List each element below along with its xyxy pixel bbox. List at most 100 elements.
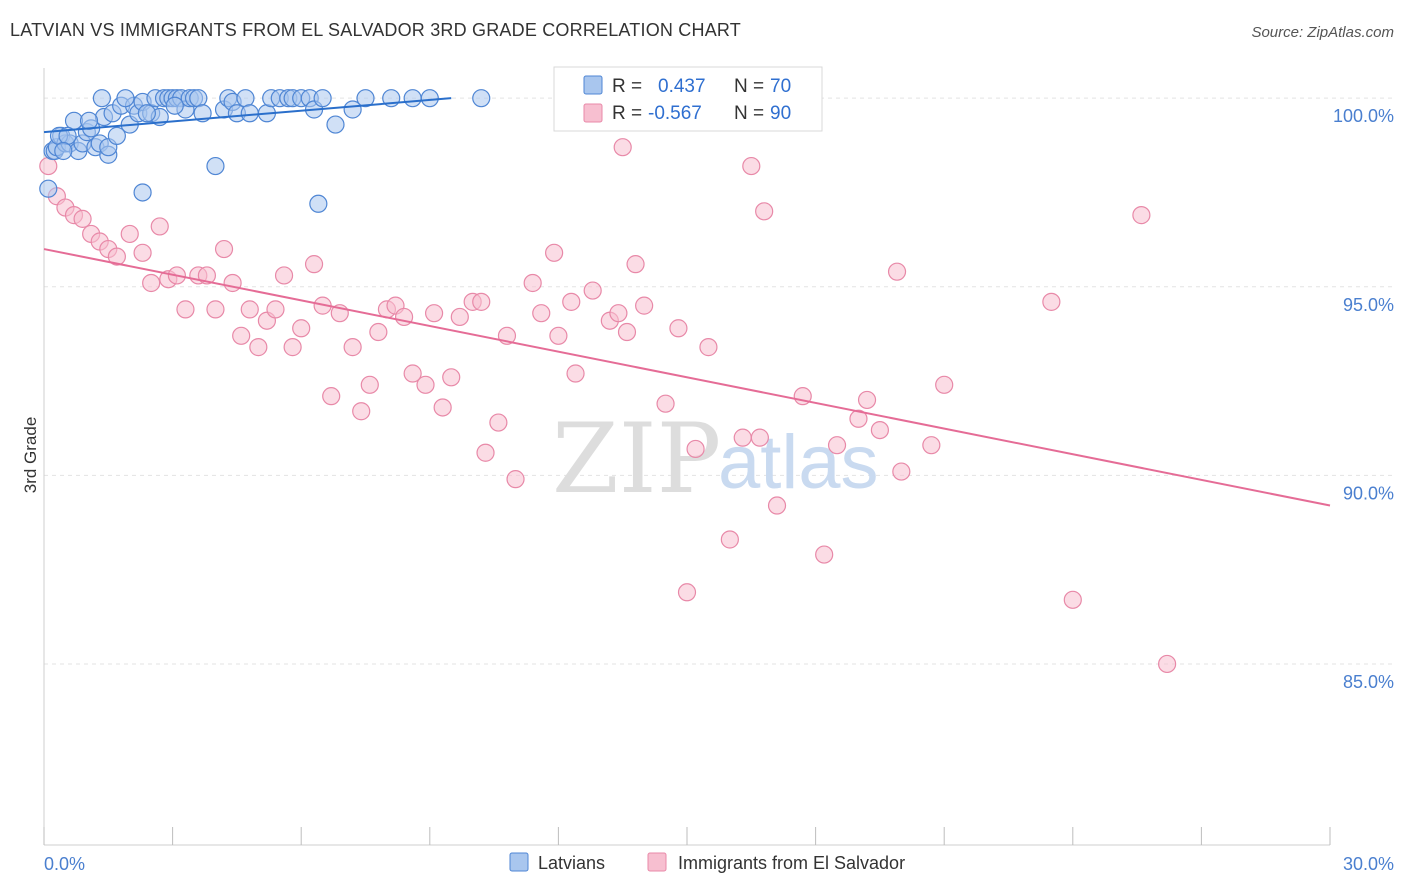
salvador-point: [545, 243, 564, 262]
salvador-point: [613, 138, 632, 157]
salvador-point: [755, 202, 774, 221]
trend-line-latvian: [43, 97, 452, 134]
latvian-point: [165, 96, 184, 115]
chart-title: LATVIAN VS IMMIGRANTS FROM EL SALVADOR 3…: [10, 20, 741, 40]
bottom-legend-label-salvador: Immigrants from El Salvador: [678, 853, 905, 873]
series-salvador-points: [39, 138, 1177, 674]
legend-r-label-latvians: R =: [612, 76, 642, 97]
salvador-point: [107, 247, 126, 266]
salvador-point: [223, 273, 242, 293]
legend-n-value-latvians: 70: [770, 76, 791, 97]
salvador-point: [292, 319, 311, 338]
latvian-point: [420, 89, 439, 108]
salvador-point: [609, 304, 628, 323]
salvador-point: [1158, 654, 1177, 674]
latvian-point: [133, 183, 152, 202]
salvador-point: [733, 428, 752, 447]
latvian-point: [137, 104, 156, 123]
y-tick-label: 85.0%: [1343, 672, 1394, 692]
gridlines: [44, 97, 1394, 665]
legend-n-label-latvians: N =: [734, 76, 764, 97]
salvador-point: [120, 224, 139, 244]
latvian-point: [189, 89, 208, 108]
salvador-point: [549, 326, 568, 345]
salvador-point: [892, 462, 911, 481]
salvador-point: [133, 243, 152, 262]
latvian-point: [313, 89, 332, 108]
y-tick-label: 90.0%: [1343, 483, 1394, 503]
latvian-point: [240, 104, 259, 123]
salvador-point: [656, 394, 675, 413]
salvador-point: [767, 496, 787, 515]
salvador-point: [304, 255, 324, 274]
salvador-point: [635, 296, 654, 315]
y-tick-labels: 100.0% 95.0% 90.0% 85.0%: [1333, 106, 1394, 692]
salvador-point: [403, 364, 422, 383]
salvador-point: [352, 402, 371, 421]
salvador-point: [626, 255, 645, 274]
legend-r-value-salvador: -0.567: [648, 103, 702, 124]
y-tick-label: 100.0%: [1333, 106, 1394, 126]
salvador-point: [472, 292, 491, 311]
salvador-point: [73, 209, 92, 228]
bottom-legend-label-latvians: Latvians: [538, 853, 605, 873]
legend-r-value-latvians: 0.437: [658, 76, 706, 97]
salvador-point: [562, 292, 581, 311]
x-tick-marks: [43, 827, 1331, 845]
latvian-point: [54, 141, 73, 161]
salvador-point: [489, 413, 508, 432]
salvador-point: [506, 470, 525, 489]
latvian-point: [356, 89, 375, 108]
salvador-point: [566, 364, 585, 383]
salvador-point: [617, 322, 637, 342]
salvador-point: [476, 443, 495, 462]
salvador-point: [360, 375, 379, 394]
salvador-point: [442, 368, 461, 387]
salvador-point: [742, 156, 761, 176]
salvador-point: [532, 304, 551, 323]
legend-swatch-salvador: [583, 103, 603, 123]
salvador-point: [206, 300, 225, 319]
x-tick-label-max: 30.0%: [1343, 854, 1394, 874]
legend-swatch-latvians: [583, 75, 603, 95]
latvian-point: [326, 115, 345, 134]
salvador-point: [750, 428, 769, 447]
salvador-point: [176, 300, 195, 319]
salvador-point: [669, 319, 688, 338]
salvador-point: [416, 375, 435, 394]
salvador-point: [142, 273, 161, 293]
trend-line-salvador: [43, 248, 1331, 507]
salvador-point: [232, 326, 251, 345]
salvador-point: [39, 156, 58, 176]
latvian-point: [206, 156, 225, 176]
salvador-point: [150, 217, 169, 236]
salvador-point: [827, 436, 847, 455]
salvador-point: [369, 322, 388, 342]
salvador-point: [1042, 292, 1061, 311]
salvador-point: [274, 266, 294, 285]
salvador-point: [849, 409, 868, 428]
latvian-point: [107, 126, 126, 145]
salvador-point: [887, 262, 907, 281]
latvian-point: [193, 104, 212, 123]
salvador-point: [450, 307, 469, 327]
latvian-point: [79, 111, 99, 130]
legend-r-label-salvador: R =: [612, 103, 642, 124]
salvador-point: [677, 583, 697, 602]
salvador-point: [1063, 590, 1082, 609]
x-tick-label-min: 0.0%: [44, 854, 85, 874]
latvian-point: [403, 89, 422, 108]
bottom-legend-swatch-latvians: [509, 852, 529, 872]
bottom-legend-swatch-salvador: [647, 852, 667, 872]
latvian-point: [472, 89, 491, 108]
salvador-point: [433, 398, 452, 417]
y-axis-label: 3rd Grade: [21, 417, 40, 494]
salvador-point: [583, 281, 602, 300]
salvador-point: [686, 439, 705, 459]
salvador-point: [322, 387, 341, 406]
salvador-point: [699, 338, 718, 357]
salvador-point: [283, 338, 302, 357]
salvador-point: [935, 375, 954, 394]
watermark-zip: ZIP: [552, 403, 721, 515]
